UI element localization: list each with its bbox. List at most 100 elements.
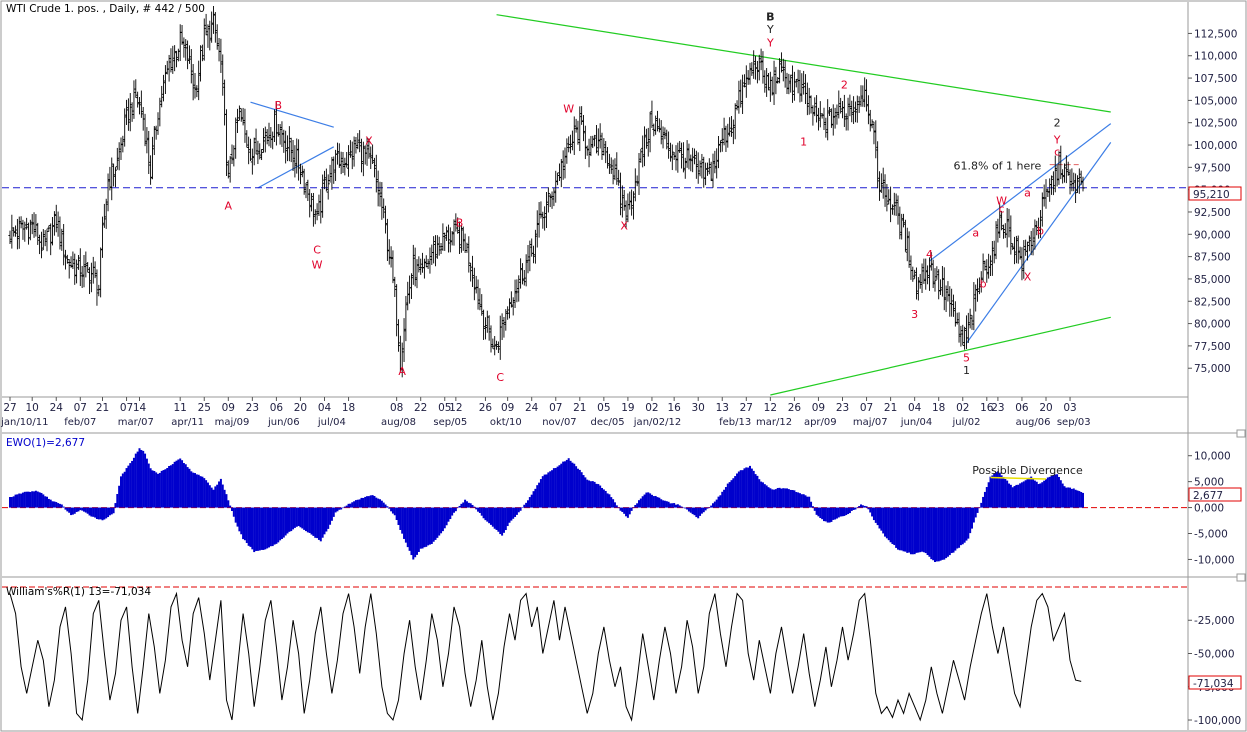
price-bar [953,301,957,327]
price-bar [581,115,586,142]
time-axis-day-label: 07 [74,402,87,414]
price-bar [186,40,190,70]
price-bar [713,150,717,174]
time-axis-day-label: 02 [956,402,969,414]
time-axis-day-label: 27 [3,402,16,414]
ewo-bar [453,507,455,513]
time-axis-day-label: 18 [342,402,355,414]
time-axis-day-label: 26 [788,402,802,414]
price-bar [38,234,42,255]
time-axis-month-label: jun/06 [267,417,300,428]
ewo-bar [223,489,226,508]
ewo-bar [961,507,964,545]
price-bar [245,130,249,148]
ewo-bar [401,507,404,534]
ewo-bar [1022,481,1025,508]
ewo-bar [351,502,354,508]
price-bar [254,128,258,155]
ewo-bar [691,507,694,515]
price-bar [474,275,478,294]
price-bar [1003,223,1007,239]
ewo-bar [996,471,999,508]
price-bar [1074,173,1078,204]
price-bar [230,144,234,165]
price-bar [857,96,861,113]
ewo-bar [946,507,949,557]
williams-series-line [9,591,1082,722]
ewo-bar [377,498,380,508]
price-bar [1049,175,1054,195]
price-bar [200,44,204,62]
ewo-bar [131,460,134,508]
ewo-bar [536,485,539,508]
price-bar [724,125,728,153]
price-bar [456,217,460,234]
price-bar [1053,155,1057,193]
ewo-bar [47,498,50,508]
price-bar [829,108,833,128]
wave-label: X [1024,270,1032,283]
price-bar [387,239,391,265]
time-axis-month-label: jan/02/12 [633,417,681,428]
price-bar [641,135,645,168]
ewo-bar [255,507,258,551]
time-axis-day-label: 20 [1039,402,1052,414]
ewo-bar [608,494,611,508]
ewo-axis-label: 5,000 [1194,477,1224,489]
blue-trendline [257,146,335,189]
price-bar [1042,184,1046,207]
price-bar [454,213,458,232]
price-bar [914,267,919,300]
price-bar [12,227,16,237]
panel-resize-handle[interactable] [1236,573,1246,582]
ewo-bar [871,507,874,517]
price-bar [709,161,713,181]
ewo-bar [773,489,776,508]
price-bar [1001,224,1006,239]
price-bar [652,123,656,137]
ewo-bar [92,507,95,517]
williams-current-box: -71,034 [1188,675,1242,690]
panel-resize-handle[interactable] [1236,429,1246,438]
price-bar [184,39,188,61]
ewo-bar [989,476,992,508]
price-bar [130,102,134,122]
price-bar [237,105,241,121]
price-bar [339,151,343,175]
price-bar [1031,228,1035,256]
ewo-bar [33,491,36,508]
ewo-bar [571,462,574,508]
price-bar [674,145,678,171]
price-bar [752,50,756,79]
price-bar [765,67,769,97]
price-bar [705,162,710,176]
ewo-bar [632,507,635,509]
time-axis-day-label: 10 [26,402,39,414]
ewo-bar [804,495,807,508]
price-bar [568,134,573,154]
price-bar [975,278,980,302]
price-bar [1027,235,1031,252]
price-bar [1033,219,1037,250]
ewo-bar [974,507,977,518]
price-bar [678,140,682,154]
price-bar [768,71,772,102]
ewo-bar [138,448,141,508]
ewo-bar [998,472,1001,508]
ewo-bar [53,501,56,508]
price-bar [1022,240,1026,279]
price-bar [147,130,151,175]
ewo-bar [930,507,933,560]
price-bar [715,148,719,179]
ewo-bar [665,501,668,508]
ewo-bar [1013,486,1016,508]
price-bar [887,189,891,205]
ewo-bar [27,491,30,508]
price-bar [128,93,132,132]
wave-label: b [1037,225,1044,238]
price-bar [537,202,541,238]
price-bar [206,24,210,48]
price-bar [783,60,787,88]
ewo-bar [599,485,602,508]
price-bar [367,138,371,159]
